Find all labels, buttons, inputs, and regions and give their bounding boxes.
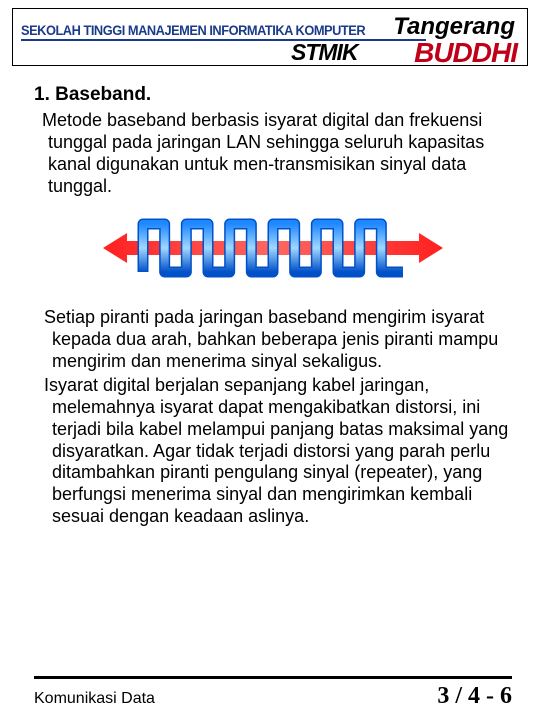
footer-rule — [34, 676, 512, 679]
paragraph-2: Setiap piranti pada jaringan baseband me… — [34, 307, 512, 373]
signal-diagram — [34, 208, 512, 293]
institution-name: SEKOLAH TINGGI MANAJEMEN INFORMATIKA KOM… — [21, 23, 365, 38]
paragraph-3: Isyarat digital berjalan sepanjang kabel… — [34, 375, 512, 529]
header-underline — [21, 39, 426, 41]
footer-subject: Komunikasi Data — [34, 690, 155, 708]
header-abbrev: STMIK — [291, 39, 358, 66]
paragraph-1: Metode baseband berbasis isyarat digital… — [34, 110, 512, 198]
footer-page: 3 / 4 - 6 — [437, 683, 512, 710]
header-box: SEKOLAH TINGGI MANAJEMEN INFORMATIKA KOM… — [12, 8, 528, 66]
content-area: 1. Baseband. Metode baseband berbasis is… — [0, 66, 540, 528]
section-title: 1. Baseband. — [34, 84, 512, 106]
footer: Komunikasi Data 3 / 4 - 6 — [34, 676, 512, 710]
header-brand: BUDDHI — [414, 37, 517, 69]
